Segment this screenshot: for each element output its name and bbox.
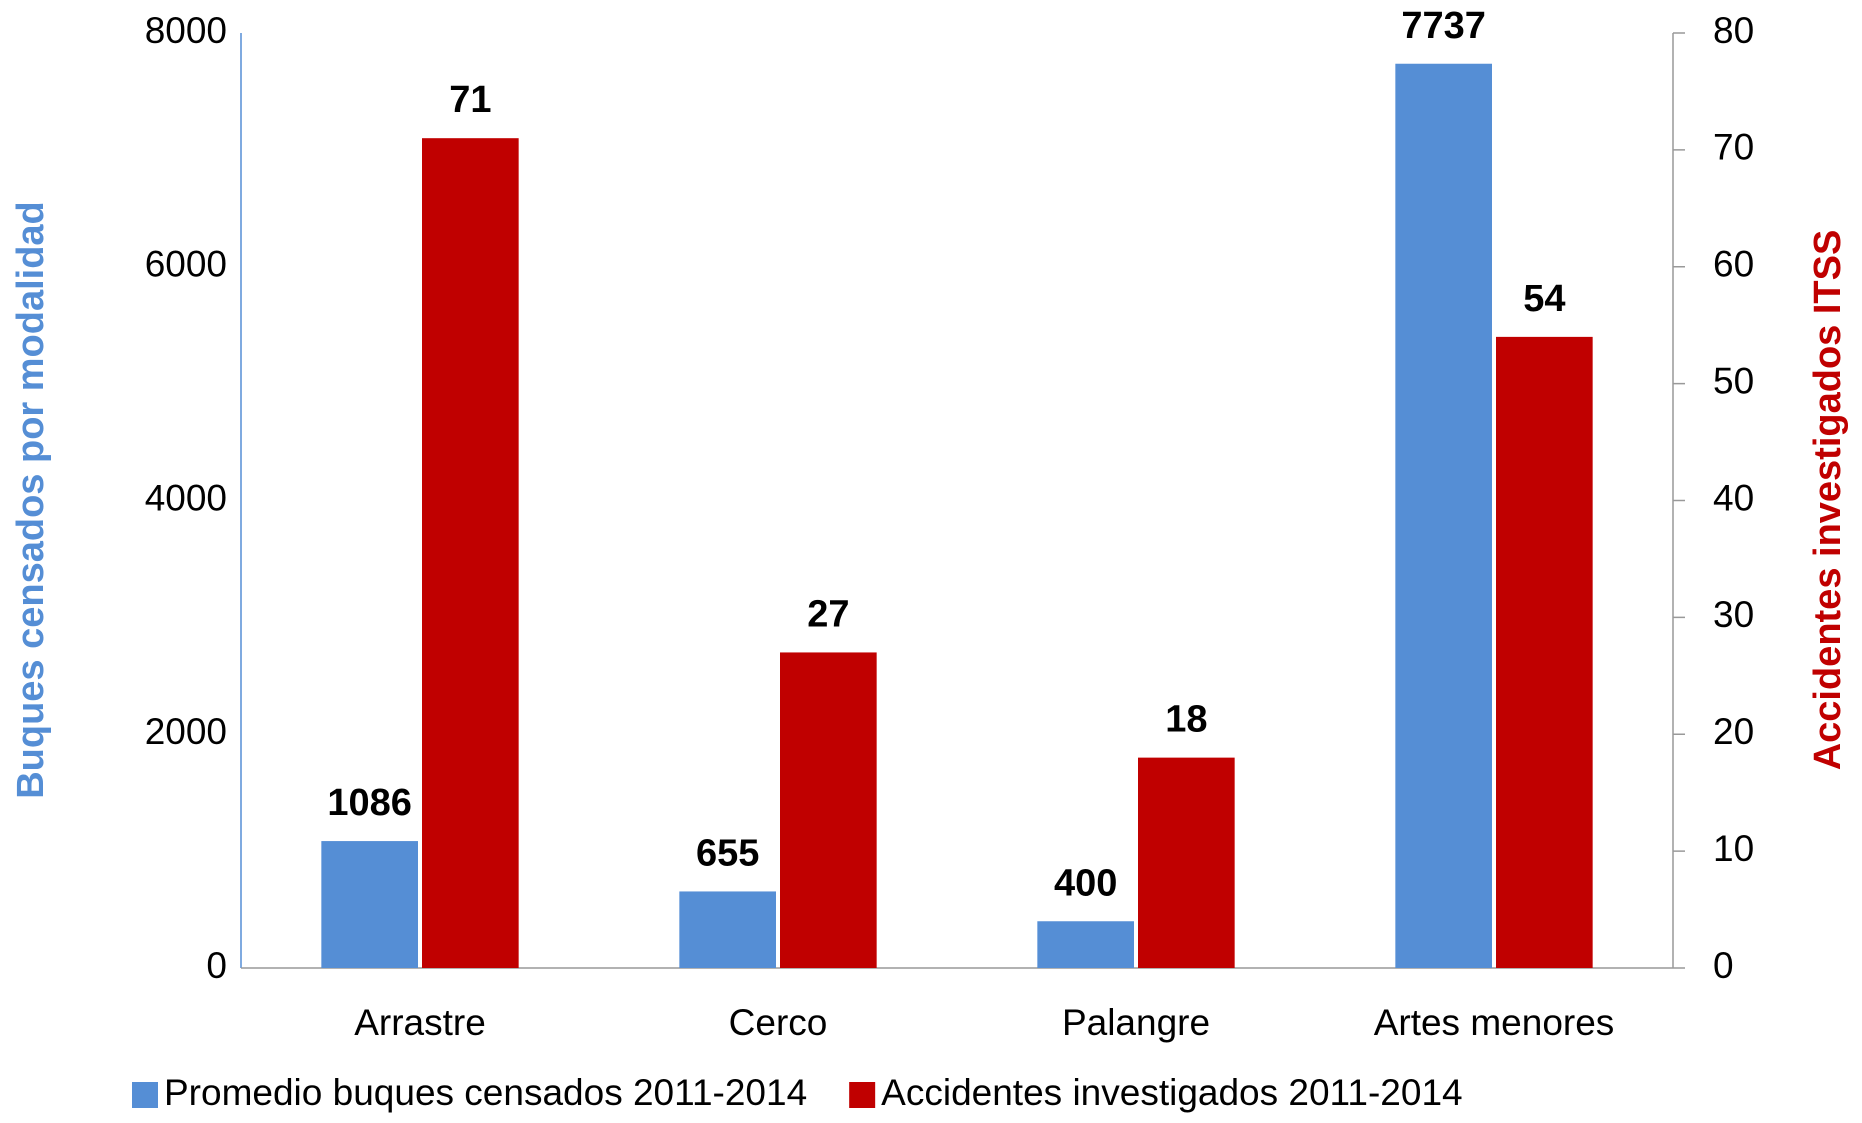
bar (780, 652, 877, 968)
y2-tick-label: 40 (1713, 477, 1754, 518)
x-tick-label: Cerco (729, 1002, 828, 1043)
y2-tick-label: 80 (1713, 10, 1754, 51)
x-tick-label: Arrastre (354, 1002, 486, 1043)
legend-swatch (849, 1082, 876, 1108)
value-label: 27 (807, 593, 849, 635)
y2-tick-label: 0 (1713, 945, 1734, 986)
y2-tick-label: 70 (1713, 127, 1754, 168)
y2-axis-title: Accidentes investigados ITSS (1807, 230, 1849, 771)
value-label: 71 (449, 79, 491, 121)
value-label: 54 (1523, 278, 1565, 320)
y-axis-title: Buques censados por modalidad (10, 201, 52, 799)
bar (422, 138, 519, 968)
y-tick-label: 4000 (145, 477, 227, 518)
y-tick-label: 2000 (145, 711, 227, 752)
legend-label: Promedio buques censados 2011-2014 (164, 1072, 807, 1113)
legend-label: Accidentes investigados 2011-2014 (881, 1072, 1462, 1113)
value-label: 1086 (327, 782, 412, 824)
y2-tick-label: 10 (1713, 828, 1754, 869)
y2-tick-label: 30 (1713, 594, 1754, 635)
y-tick-label: 0 (206, 945, 227, 986)
x-tick-label: Palangre (1062, 1002, 1210, 1043)
y2-tick-label: 20 (1713, 711, 1754, 752)
y-tick-label: 6000 (145, 244, 227, 285)
value-label: 18 (1165, 699, 1207, 741)
bar (321, 841, 418, 968)
bar (1037, 921, 1134, 968)
bar (679, 891, 776, 968)
y-tick-label: 8000 (145, 10, 227, 51)
x-tick-label: Artes menores (1374, 1002, 1615, 1043)
y2-tick-label: 50 (1713, 360, 1754, 401)
value-label: 655 (696, 832, 759, 874)
y2-tick-label: 60 (1713, 244, 1754, 285)
bar (1395, 63, 1492, 969)
bar (1496, 336, 1593, 968)
legend-swatch (132, 1082, 158, 1108)
bar (1138, 757, 1235, 968)
value-label: 7737 (1401, 5, 1486, 47)
value-label: 400 (1054, 862, 1117, 904)
